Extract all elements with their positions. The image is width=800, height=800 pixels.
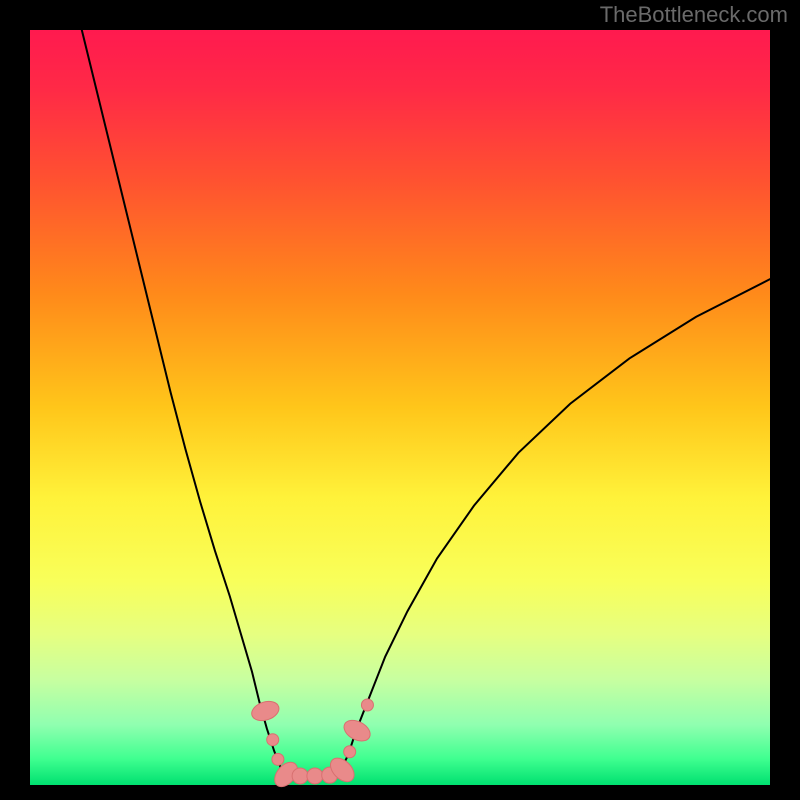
marker-dot (361, 699, 373, 711)
frame: TheBottleneck.com (0, 0, 800, 800)
marker-dot (272, 753, 284, 765)
marker-dot (267, 734, 279, 746)
watermark-text: TheBottleneck.com (600, 2, 788, 28)
gradient-background (30, 30, 770, 785)
marker-dot (344, 746, 356, 758)
bottleneck-chart (0, 0, 800, 800)
marker-dot (292, 768, 308, 784)
marker-dot (307, 768, 323, 784)
